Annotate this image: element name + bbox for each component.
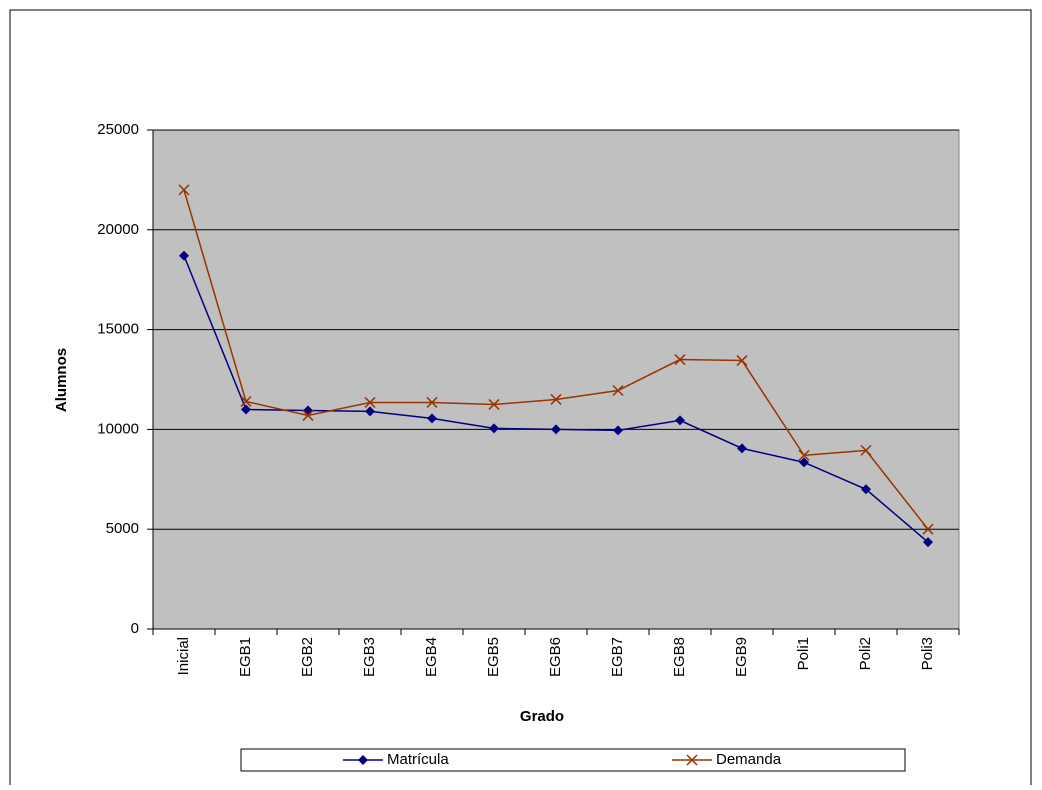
data-point — [613, 425, 623, 436]
data-point — [241, 404, 251, 415]
data-point — [674, 354, 686, 366]
data-point — [302, 409, 314, 421]
data-point — [550, 393, 562, 405]
data-point — [799, 457, 809, 468]
data-point — [178, 184, 190, 196]
x-tick-label: EGB8 — [671, 637, 688, 677]
y-tick-label: 10000 — [97, 420, 139, 437]
x-axis-title: Grado — [520, 708, 564, 725]
legend — [240, 748, 906, 772]
x-tick-label: EGB7 — [609, 637, 626, 677]
x-tick-label: Poli2 — [857, 637, 874, 670]
x-tick-label: EGB3 — [361, 637, 378, 677]
legend-marker — [686, 754, 698, 766]
data-point — [861, 484, 871, 495]
data-point — [427, 413, 437, 424]
data-point — [675, 415, 685, 426]
data-point — [737, 443, 747, 454]
data-point — [365, 406, 375, 417]
data-point — [240, 395, 252, 407]
x-tick-label: EGB9 — [733, 637, 750, 677]
x-tick-label: EGB6 — [547, 637, 564, 677]
data-point — [488, 398, 500, 410]
y-tick-label: 20000 — [97, 221, 139, 238]
legend-label: Demanda — [716, 751, 782, 768]
y-tick-label: 0 — [131, 620, 139, 637]
data-point — [736, 355, 748, 367]
x-tick-label: EGB1 — [237, 637, 254, 677]
data-point — [364, 396, 376, 408]
x-tick-label: EGB2 — [299, 637, 316, 677]
legend-marker — [358, 755, 368, 765]
data-point — [612, 384, 624, 397]
data-point — [426, 396, 438, 408]
y-tick-label: 25000 — [97, 121, 139, 138]
y-tick-label: 15000 — [97, 321, 139, 338]
plot-area — [152, 129, 960, 630]
chart-border — [9, 9, 1032, 785]
data-point — [798, 449, 810, 461]
y-tick-label: 5000 — [106, 520, 139, 537]
data-point — [860, 444, 872, 456]
data-point — [922, 523, 934, 535]
legend-label: Matrícula — [387, 751, 449, 768]
x-tick-label: EGB5 — [485, 637, 502, 677]
data-point — [923, 537, 933, 548]
x-tick-label: Poli3 — [919, 637, 936, 670]
data-point — [489, 423, 499, 434]
y-axis-title: Alumnos — [53, 348, 70, 412]
data-point — [551, 424, 561, 435]
x-tick-label: Inicial — [175, 637, 192, 675]
x-tick-label: EGB4 — [423, 637, 440, 677]
x-tick-label: Poli1 — [795, 637, 812, 670]
data-point — [179, 250, 189, 261]
